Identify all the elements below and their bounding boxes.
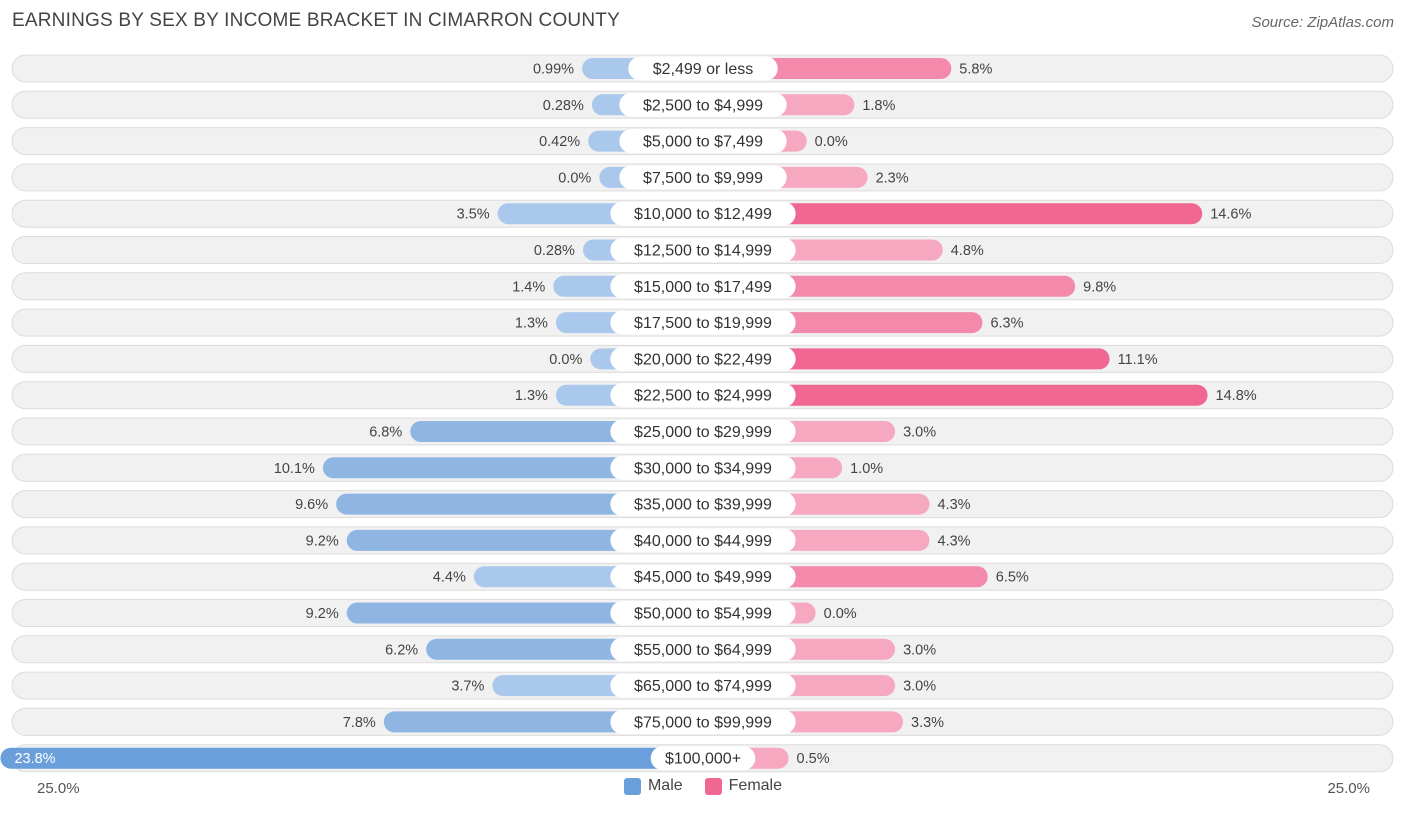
category-label-box (610, 346, 796, 371)
axis-right-label: 25.0% (1327, 780, 1370, 797)
category-label-box (610, 274, 796, 299)
category-label-box (610, 709, 796, 734)
category-label: $15,000 to $17,499 (634, 279, 772, 296)
category-label: $17,500 to $19,999 (634, 315, 772, 332)
female-value-label: 11.1% (1118, 352, 1158, 368)
legend-item-male[interactable]: Male (623, 777, 683, 795)
female-value-label: 1.8% (862, 98, 895, 114)
female-value-label: 5.8% (959, 62, 992, 78)
female-value-label: 14.6% (1210, 207, 1251, 223)
male-value-label: 6.8% (369, 425, 402, 441)
female-value-label: 0.0% (824, 606, 857, 622)
category-label-box (610, 419, 796, 444)
category-label: $65,000 to $74,999 (634, 678, 772, 695)
male-value-label: 1.4% (512, 279, 545, 295)
category-label: $12,500 to $14,999 (634, 243, 772, 260)
male-value-label: 0.99% (533, 62, 574, 78)
category-label-box (610, 383, 796, 408)
male-value-label: 9.6% (295, 497, 328, 513)
male-value-label: 1.3% (515, 316, 548, 332)
male-value-label: 0.28% (543, 98, 584, 114)
category-label-box (628, 56, 778, 81)
category-label-box (610, 637, 796, 662)
male-value-label: 3.5% (457, 207, 490, 223)
category-label-box (610, 238, 796, 262)
male-bar (322, 457, 703, 479)
male-value-label: 6.2% (385, 642, 418, 658)
male-value-label: 0.0% (558, 170, 591, 186)
female-value-label: 6.5% (996, 570, 1029, 586)
male-value-label: 23.8% (14, 751, 55, 767)
female-value-label: 6.3% (990, 316, 1023, 332)
female-bar (703, 348, 1110, 370)
female-value-label: 4.3% (938, 497, 971, 513)
category-label: $2,500 to $4,999 (643, 97, 763, 114)
category-label: $45,000 to $49,999 (634, 569, 772, 586)
legend: Male Female (0, 777, 1406, 795)
category-label-box (610, 455, 796, 480)
axis-left-label: 25.0% (37, 780, 80, 797)
category-label-box (610, 673, 796, 698)
female-value-label: 14.8% (1216, 388, 1257, 404)
male-value-label: 0.0% (549, 352, 582, 368)
category-label-box (619, 165, 787, 190)
female-value-label: 3.3% (911, 715, 944, 731)
bar-chart: $2,499 or less 0.99% 5.8% $2,500 to $4,999 0… (0, 54, 1394, 773)
legend-swatch-male (623, 777, 641, 795)
female-value-label: 3.0% (903, 642, 936, 658)
category-label: $55,000 to $64,999 (634, 642, 772, 659)
legend-swatch-female (704, 777, 722, 795)
male-bar (336, 493, 703, 515)
female-value-label: 4.8% (951, 243, 984, 259)
category-label-box (619, 92, 787, 117)
male-value-label: 3.7% (451, 679, 484, 695)
category-label: $25,000 to $29,999 (634, 424, 772, 441)
category-label: $7,500 to $9,999 (643, 170, 763, 187)
female-value-label: 1.0% (850, 461, 883, 477)
male-value-label: 0.42% (539, 134, 580, 150)
category-label-box (610, 492, 796, 517)
category-label: $50,000 to $54,999 (634, 606, 772, 623)
female-value-label: 3.0% (903, 679, 936, 695)
source-note: Source: ZipAtlas.com (1251, 14, 1394, 31)
female-value-label: 9.8% (1083, 279, 1116, 295)
male-value-label: 4.4% (433, 570, 466, 586)
category-label: $35,000 to $39,999 (634, 497, 772, 514)
legend-label-female: Female (728, 777, 783, 794)
male-value-label: 9.2% (306, 606, 339, 622)
category-label: $100,000+ (665, 751, 741, 768)
chart-title: EARNINGS BY SEX BY INCOME BRACKET IN CIM… (12, 10, 620, 31)
category-label: $40,000 to $44,999 (634, 533, 772, 550)
legend-item-female[interactable]: Female (704, 777, 783, 795)
male-value-label: 7.8% (343, 715, 376, 731)
female-value-label: 0.5% (797, 751, 830, 767)
female-bar (703, 203, 1203, 225)
category-label-box (610, 310, 796, 335)
category-label-box (650, 746, 756, 771)
female-bar (703, 384, 1208, 406)
category-label: $22,500 to $24,999 (634, 388, 772, 405)
category-label: $10,000 to $12,499 (634, 206, 772, 223)
category-label: $30,000 to $34,999 (634, 460, 772, 477)
male-value-label: 1.3% (515, 388, 548, 404)
legend-label-male: Male (647, 777, 683, 794)
category-label: $20,000 to $22,499 (634, 351, 772, 368)
female-value-label: 4.3% (938, 533, 971, 549)
male-value-label: 9.2% (306, 533, 339, 549)
female-bar (703, 275, 1076, 297)
category-label-box (610, 564, 796, 589)
category-label: $2,499 or less (653, 61, 754, 78)
female-value-label: 3.0% (903, 425, 936, 441)
category-label-box (610, 201, 796, 226)
category-label: $5,000 to $7,499 (643, 134, 763, 151)
category-label-box (610, 601, 796, 625)
male-bar (0, 747, 704, 769)
female-value-label: 0.0% (815, 134, 848, 150)
category-label-box (619, 129, 787, 154)
category-label-box (610, 528, 796, 553)
male-value-label: 0.28% (534, 243, 575, 259)
female-value-label: 2.3% (876, 170, 909, 186)
male-value-label: 10.1% (274, 461, 315, 477)
category-label: $75,000 to $99,999 (634, 714, 772, 731)
